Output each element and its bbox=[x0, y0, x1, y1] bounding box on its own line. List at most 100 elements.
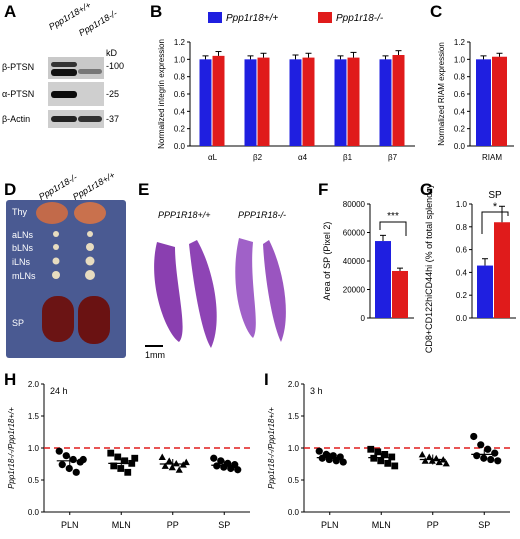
data-point bbox=[117, 465, 125, 472]
data-point bbox=[484, 445, 492, 453]
bar bbox=[492, 56, 507, 146]
data-point bbox=[391, 462, 399, 470]
y-axis-label: CD8+CD122hiCD44hi (% of total splenocyte… bbox=[424, 186, 434, 353]
data-point bbox=[227, 464, 235, 473]
y-tick-label: 0.6 bbox=[456, 246, 468, 255]
data-point bbox=[114, 453, 122, 461]
data-point bbox=[339, 458, 347, 466]
bar bbox=[302, 57, 315, 146]
data-point bbox=[110, 462, 118, 470]
marker-25: -25 bbox=[106, 89, 120, 99]
data-point bbox=[480, 454, 488, 462]
bar bbox=[494, 222, 510, 318]
y-tick-label: 2.0 bbox=[28, 380, 40, 389]
x-tick-label: MLN bbox=[112, 520, 131, 530]
data-point bbox=[318, 454, 326, 462]
y-tick-label: 0.2 bbox=[454, 125, 466, 134]
y-axis-label: Normalized RIAM expression bbox=[437, 42, 446, 146]
data-point bbox=[213, 462, 221, 470]
chart-f: 0 20000 40000 60000 80000 Area of SP (Pixel 2… bbox=[322, 200, 414, 323]
panel-label-b: B bbox=[150, 2, 163, 21]
marker-37: -37 bbox=[106, 114, 120, 124]
y-tick-label: 1.2 bbox=[454, 38, 466, 47]
y-axis-label: Area of SP (Pixel 2) bbox=[322, 222, 332, 301]
y-tick-label: 0 bbox=[361, 314, 366, 323]
x-tick-label: αL bbox=[208, 153, 218, 162]
data-point bbox=[234, 466, 242, 474]
x-tick-label: β2 bbox=[253, 153, 263, 162]
data-point bbox=[381, 451, 389, 458]
panel-label-c: C bbox=[430, 2, 443, 21]
y-tick-label: 0.4 bbox=[456, 268, 468, 277]
data-point bbox=[418, 451, 426, 458]
data-point bbox=[374, 448, 382, 456]
x-tick-label: α4 bbox=[298, 153, 308, 162]
x-tick-label: β1 bbox=[343, 153, 353, 162]
data-point bbox=[315, 447, 323, 455]
data-point bbox=[107, 449, 115, 457]
data-point bbox=[487, 455, 495, 464]
spleen-sections bbox=[145, 238, 286, 348]
panel-label-g: G bbox=[420, 180, 434, 199]
data-point bbox=[217, 457, 225, 465]
blot-beta-actin bbox=[48, 110, 104, 128]
data-point bbox=[172, 459, 180, 467]
data-point bbox=[477, 441, 485, 449]
row-label-alpha-ptsn: α-PTSN bbox=[2, 89, 35, 99]
chart-title: SP bbox=[488, 190, 502, 201]
data-point bbox=[388, 453, 396, 461]
panel-label-e: E bbox=[138, 180, 150, 199]
y-tick-label: 0.2 bbox=[456, 291, 468, 300]
data-point bbox=[161, 462, 169, 469]
bar bbox=[476, 59, 491, 147]
x-tick-label: β7 bbox=[388, 153, 398, 162]
data-point bbox=[491, 449, 499, 457]
data-point bbox=[421, 457, 429, 464]
y-tick-label: 0.0 bbox=[454, 142, 466, 151]
data-point bbox=[332, 457, 340, 465]
data-point bbox=[62, 452, 70, 460]
legend-label-ko: Ppp1r18-/- bbox=[336, 13, 384, 24]
y-tick-label: 1.0 bbox=[174, 55, 186, 64]
y-tick-label: 0.0 bbox=[174, 142, 186, 151]
y-tick-label: 40000 bbox=[343, 257, 366, 266]
bar bbox=[334, 59, 347, 147]
data-point bbox=[131, 454, 139, 462]
bar bbox=[244, 59, 257, 147]
y-tick-label: 1.5 bbox=[288, 412, 300, 421]
data-point bbox=[121, 457, 129, 465]
y-axis-label: Ppp1r18-/-/Ppp1r18+/+ bbox=[267, 407, 276, 489]
data-point bbox=[69, 455, 77, 464]
significance-label: *** bbox=[387, 211, 399, 222]
data-point bbox=[494, 457, 502, 465]
y-tick-label: 0.0 bbox=[288, 508, 300, 517]
data-point bbox=[473, 452, 481, 460]
y-tick-label: 0.2 bbox=[174, 125, 186, 134]
data-point bbox=[470, 432, 478, 441]
data-point bbox=[175, 466, 183, 473]
data-point bbox=[165, 457, 173, 464]
bar bbox=[289, 59, 302, 147]
y-tick-label: 0.0 bbox=[456, 314, 468, 323]
y-axis-label: Ppp1r18-/-/Ppp1r18+/+ bbox=[7, 407, 16, 489]
organ-alns: aLNs bbox=[12, 230, 34, 240]
time-label: 3 h bbox=[310, 386, 323, 396]
organ-ilns: iLNs bbox=[12, 257, 31, 267]
blot-alpha-ptsn bbox=[48, 82, 104, 106]
organ-thy: Thy bbox=[12, 207, 28, 217]
significance-bracket bbox=[481, 211, 509, 234]
y-tick-label: 1.0 bbox=[28, 444, 40, 453]
kd-label: kD bbox=[106, 48, 117, 58]
e-lane-wt: PPP1R18+/+ bbox=[158, 210, 211, 220]
chart-h: 0.0 0.5 1.0 1.5 2.0 Ppp1r18-/-/Ppp1r18+/+ 24 h… bbox=[7, 380, 250, 530]
x-tick-label: RIAM bbox=[482, 153, 502, 162]
y-tick-label: 0.8 bbox=[456, 223, 468, 232]
y-tick-label: 0.4 bbox=[174, 107, 186, 116]
organ-blns: bLNs bbox=[12, 243, 34, 253]
y-tick-label: 1.2 bbox=[174, 38, 186, 47]
organ-sp: SP bbox=[12, 318, 25, 328]
bar bbox=[347, 57, 360, 146]
bar bbox=[212, 55, 225, 146]
y-tick-label: 1.0 bbox=[288, 444, 300, 453]
chart-i: 0.0 0.5 1.0 1.5 2.0 Ppp1r18-/-/Ppp1r18+/+ 3 h P… bbox=[267, 380, 510, 530]
